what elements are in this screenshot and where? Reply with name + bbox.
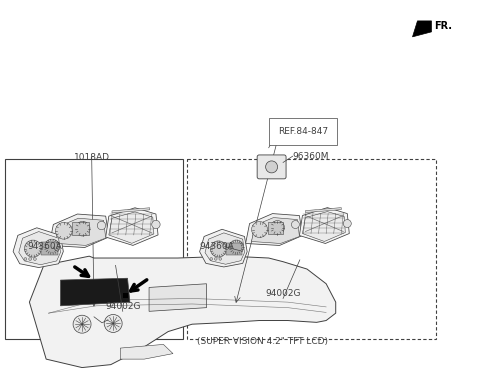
Polygon shape	[246, 214, 302, 245]
Circle shape	[210, 258, 213, 260]
Polygon shape	[305, 208, 341, 213]
Text: 1018AD: 1018AD	[73, 153, 109, 162]
Polygon shape	[205, 233, 244, 264]
Circle shape	[291, 221, 300, 228]
Circle shape	[75, 221, 90, 236]
Circle shape	[55, 223, 72, 239]
Bar	[123, 293, 128, 299]
Text: FR.: FR.	[434, 21, 453, 31]
Circle shape	[219, 258, 222, 260]
Circle shape	[265, 161, 277, 173]
Bar	[187, 159, 436, 339]
Text: 94360A: 94360A	[199, 242, 234, 252]
Polygon shape	[200, 229, 247, 267]
Polygon shape	[49, 214, 109, 248]
FancyBboxPatch shape	[257, 155, 286, 179]
Polygon shape	[302, 211, 345, 241]
Polygon shape	[55, 218, 106, 245]
Circle shape	[44, 239, 60, 254]
Circle shape	[104, 314, 122, 332]
Text: 96360M: 96360M	[293, 152, 329, 161]
Text: 94360A: 94360A	[27, 242, 62, 252]
Polygon shape	[226, 243, 242, 255]
Circle shape	[343, 220, 351, 228]
Polygon shape	[41, 242, 58, 255]
Text: 94002G: 94002G	[105, 302, 141, 311]
Polygon shape	[120, 344, 173, 359]
Polygon shape	[112, 208, 150, 213]
Text: REF.84-847: REF.84-847	[278, 127, 328, 136]
Circle shape	[73, 315, 91, 333]
Circle shape	[29, 258, 32, 261]
Polygon shape	[72, 223, 89, 235]
Circle shape	[271, 221, 285, 235]
Circle shape	[252, 221, 267, 238]
Polygon shape	[109, 212, 154, 243]
Circle shape	[152, 220, 160, 229]
Polygon shape	[29, 256, 336, 368]
Polygon shape	[106, 208, 158, 245]
Circle shape	[97, 221, 106, 230]
Circle shape	[24, 258, 27, 261]
Text: (SUPER VISION 4.2" TFT LCD): (SUPER VISION 4.2" TFT LCD)	[197, 337, 328, 346]
Polygon shape	[19, 232, 60, 265]
Circle shape	[34, 258, 36, 261]
Circle shape	[24, 240, 42, 257]
Bar	[5, 159, 182, 339]
Circle shape	[215, 258, 217, 260]
Polygon shape	[13, 228, 63, 268]
Polygon shape	[412, 21, 432, 37]
Polygon shape	[267, 221, 284, 234]
Polygon shape	[60, 278, 130, 306]
Polygon shape	[300, 208, 349, 244]
Polygon shape	[149, 284, 206, 311]
Text: 94002G: 94002G	[265, 289, 301, 299]
Circle shape	[210, 241, 227, 257]
Circle shape	[229, 240, 243, 254]
Polygon shape	[252, 218, 300, 244]
